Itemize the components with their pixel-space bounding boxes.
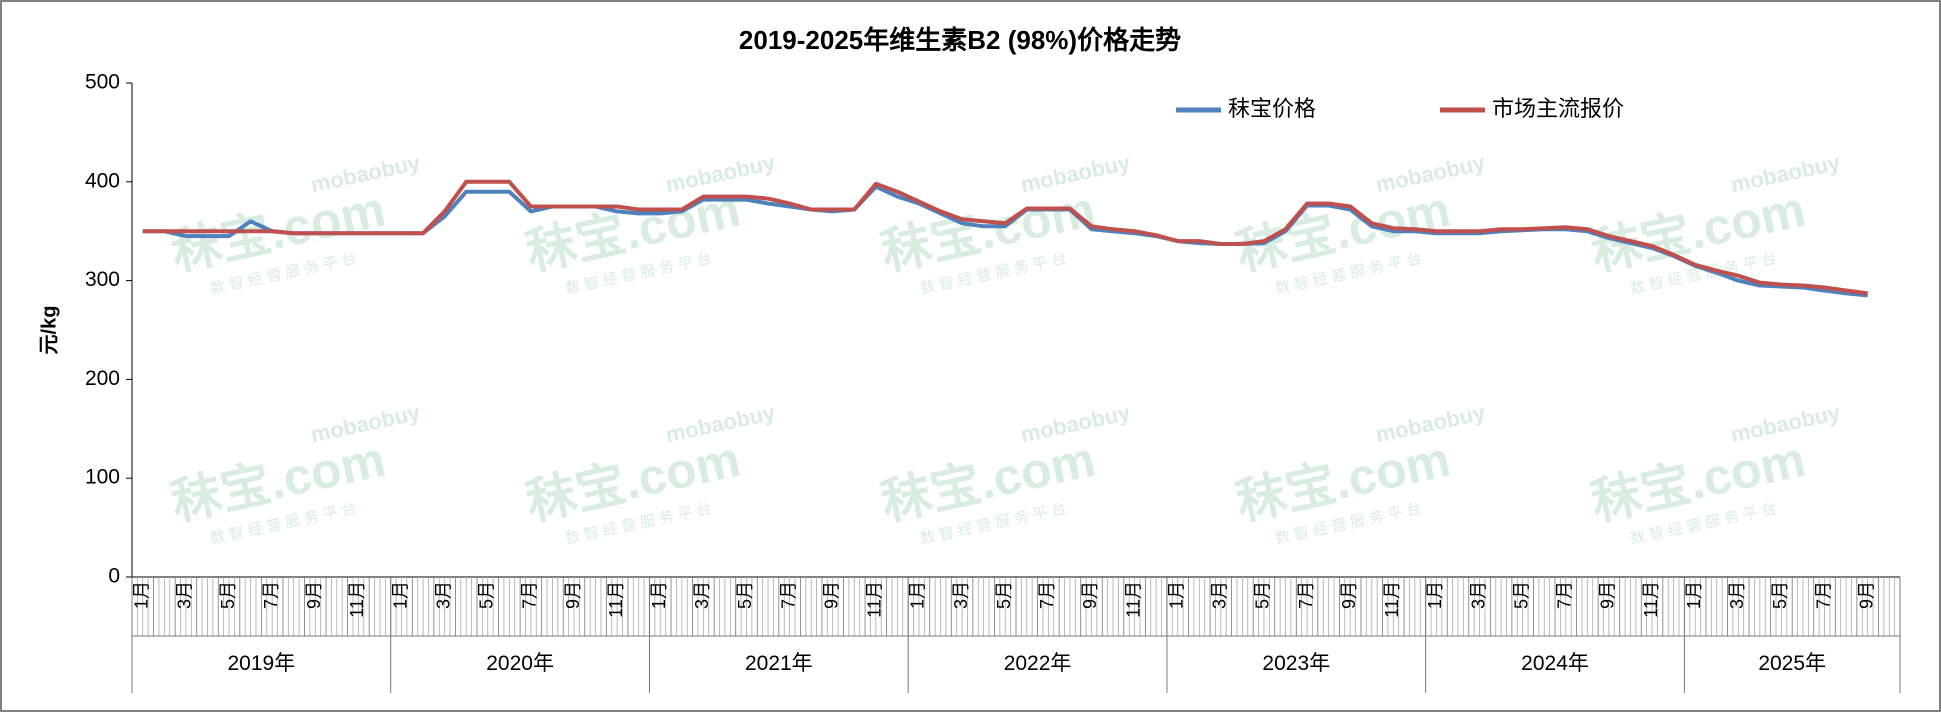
x-tick-label: 7月: [778, 581, 798, 609]
x-tick-label: 1月: [908, 581, 928, 609]
x-group-label: 2022年: [1004, 652, 1072, 675]
y-tick-label: 200: [85, 367, 120, 390]
y-tick-label: 500: [85, 71, 120, 94]
x-tick-label: 11月: [606, 581, 626, 618]
x-tick-label: 11月: [347, 581, 367, 618]
x-tick-label: 5月: [1770, 581, 1790, 609]
x-group-label: 2025年: [1758, 652, 1826, 675]
x-tick-label: 3月: [1210, 581, 1230, 609]
x-group-label: 2023年: [1262, 652, 1330, 675]
x-tick-label: 9月: [304, 581, 324, 609]
x-tick-label: 3月: [951, 581, 971, 609]
x-tick-label: 9月: [563, 581, 583, 609]
x-tick-label: 11月: [865, 581, 885, 618]
x-tick-label: 7月: [1813, 581, 1833, 609]
x-tick-label: 1月: [649, 581, 669, 609]
x-tick-label: 3月: [1727, 581, 1747, 609]
x-tick-label: 7月: [261, 581, 281, 609]
x-tick-label: 3月: [692, 581, 712, 609]
x-tick-label: 3月: [433, 581, 453, 609]
x-tick-label: 7月: [1555, 581, 1575, 609]
x-tick-label: 7月: [1037, 581, 1057, 609]
x-tick-label: 9月: [1339, 581, 1359, 609]
x-tick-label: 11月: [1382, 581, 1402, 618]
y-tick-label: 400: [85, 169, 120, 192]
x-tick-label: 9月: [821, 581, 841, 609]
x-tick-label: 5月: [218, 581, 238, 609]
x-group-label: 2024年: [1521, 652, 1589, 675]
x-tick-label: 11月: [1123, 581, 1143, 618]
y-axis-label: 元/kg: [38, 306, 60, 355]
x-tick-label: 7月: [1296, 581, 1316, 609]
x-tick-label: 5月: [735, 581, 755, 609]
x-tick-label: 9月: [1856, 581, 1876, 609]
x-tick-label: 5月: [477, 581, 497, 609]
x-tick-label: 5月: [1511, 581, 1531, 609]
x-tick-label: 1月: [1166, 581, 1186, 609]
x-tick-label: 1月: [132, 581, 152, 609]
x-tick-label: 5月: [994, 581, 1014, 609]
legend-label: 市场主流报价: [1492, 96, 1624, 121]
x-tick-label: 11月: [1641, 581, 1661, 618]
x-group-label: 2019年: [228, 652, 296, 675]
y-tick-label: 100: [85, 466, 120, 489]
x-group-label: 2020年: [486, 652, 554, 675]
x-tick-label: 7月: [520, 581, 540, 609]
legend-label: 秣宝价格: [1228, 96, 1316, 121]
x-tick-label: 9月: [1080, 581, 1100, 609]
x-tick-label: 3月: [1468, 581, 1488, 609]
x-tick-label: 5月: [1253, 581, 1273, 609]
y-tick-label: 0: [108, 565, 120, 588]
x-tick-label: 1月: [390, 581, 410, 609]
chart-title: 2019-2025年维生素B2 (98%)价格走势: [739, 25, 1181, 55]
x-tick-label: 1月: [1425, 581, 1445, 609]
x-tick-label: 1月: [1684, 581, 1704, 609]
x-group-label: 2021年: [745, 652, 813, 675]
x-tick-label: 3月: [175, 581, 195, 609]
y-tick-label: 300: [85, 268, 120, 291]
x-tick-label: 9月: [1598, 581, 1618, 609]
series-line: [142, 179, 1868, 296]
